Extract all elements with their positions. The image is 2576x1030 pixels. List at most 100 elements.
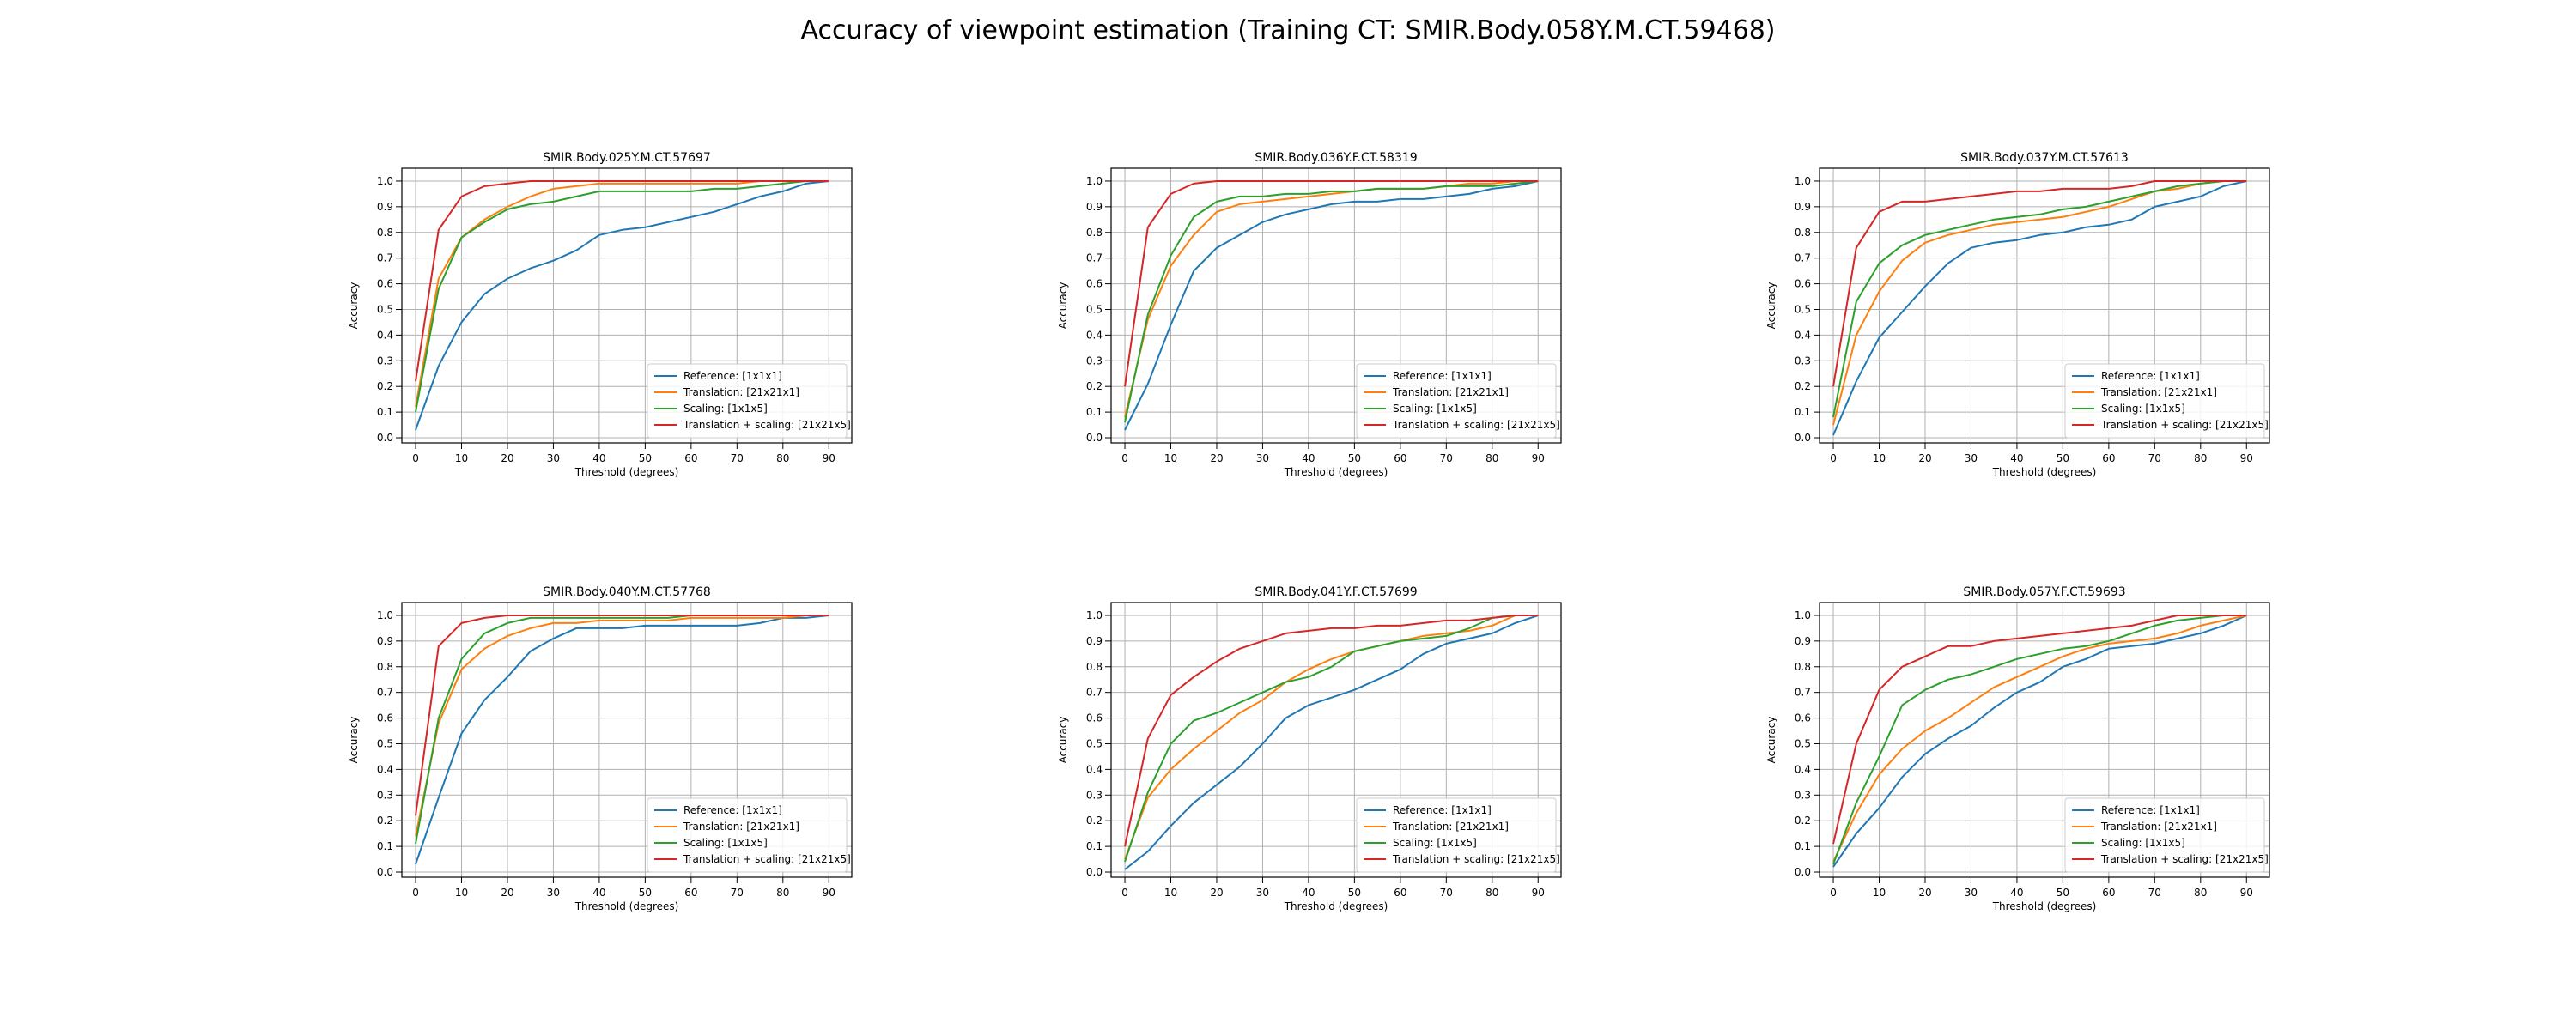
x-tick-label: 0 [1121,887,1128,899]
series-line-1 [1124,615,1539,870]
x-tick-label: 90 [1532,452,1545,464]
x-tick-label: 70 [1440,887,1453,899]
y-axis-label: Accuracy [1765,282,1777,330]
legend-box [1356,363,1557,439]
x-tick-label: 90 [823,887,835,899]
y-tick-label: 0.7 [1086,687,1103,699]
legend-entry: Translation: [21x21x1] [2100,386,2217,398]
legend-entry: Scaling: [1x1x5] [1393,403,1477,415]
x-tick-label: 40 [1302,887,1315,899]
subplot-4: 0 10 20 30 40 50 60 70 80 90 0.0 0.1 0.2 0.3 0.4 0.5 0.6… [348,585,853,912]
y-tick-label: 0.9 [377,201,393,213]
series-line-2 [1832,180,2247,426]
x-axis-label: Threshold (degrees) [1284,900,1388,912]
axes-frame [401,167,853,444]
y-tick-label: 0.2 [1086,380,1103,392]
x-tick-label: 10 [455,452,468,464]
y-tick-label: 0.7 [377,252,393,264]
legend-entry: Reference: [1x1x1] [2101,804,2200,816]
y-tick-label: 0.1 [377,840,393,852]
y-tick-label: 0.5 [1086,737,1103,749]
x-tick-label: 40 [592,887,605,899]
y-tick-label: 0.0 [377,432,393,444]
legend-entry: Translation + scaling: [21x21x5] [2100,419,2269,431]
x-tick-label: 50 [2057,887,2069,899]
y-tick-label: 0.2 [377,380,393,392]
series-line-2 [415,615,829,837]
y-tick-label: 0.4 [1795,763,1811,775]
series-line-4 [1124,615,1539,847]
y-tick-label: 0.8 [1086,227,1103,239]
y-tick-label: 0.7 [1795,252,1811,264]
y-axis-label: Accuracy [348,282,360,330]
y-tick-label: 0.4 [377,329,393,341]
x-tick-label: 0 [1121,452,1128,464]
series-line-3 [1124,180,1539,423]
legend-entry: Translation + scaling: [21x21x5] [683,419,851,431]
x-tick-label: 50 [639,887,652,899]
subplot-title: SMIR.Body.057Y.F.CT.59693 [1963,585,2125,599]
x-tick-label: 30 [1256,452,1269,464]
legend-box [2064,363,2265,439]
x-tick-label: 50 [1348,887,1361,899]
legend-entry: Reference: [1x1x1] [1393,804,1492,816]
x-tick-label: 0 [1830,452,1837,464]
series-line-1 [415,615,829,865]
x-tick-label: 40 [2010,887,2023,899]
x-axis-label: Threshold (degrees) [1992,466,2097,478]
subplot-5: 0 10 20 30 40 50 60 70 80 90 0.0 0.1 0.2 0.3 0.4 0.5 0.6… [1057,585,1562,912]
x-tick-label: 90 [2240,452,2253,464]
series-line-1 [1832,615,2247,868]
y-tick-label: 0.5 [1086,303,1103,315]
y-tick-label: 0.5 [1795,303,1811,315]
y-tick-label: 0.8 [377,227,393,239]
series-line-3 [1832,180,2247,418]
x-tick-label: 40 [2010,452,2023,464]
y-tick-label: 0.8 [1795,661,1811,673]
legend-entry: Translation: [21x21x1] [2100,821,2217,833]
y-tick-label: 0.6 [1795,712,1811,724]
x-tick-label: 10 [1164,452,1177,464]
legend: Reference: [1x1x1] Translation: [21x21x1]… [1356,797,1560,873]
legend-entry: Scaling: [1x1x5] [1393,837,1477,849]
x-tick-label: 80 [1485,452,1498,464]
x-tick-label: 0 [412,452,419,464]
x-axis-label: Threshold (degrees) [574,900,679,912]
legend-box [2064,797,2265,873]
y-tick-label: 0.9 [1086,201,1103,213]
y-tick-label: 0.7 [1086,252,1103,264]
y-tick-label: 0.2 [1795,380,1811,392]
x-tick-label: 20 [1918,452,1931,464]
x-axis-label: Threshold (degrees) [574,466,679,478]
legend-entry: Translation + scaling: [21x21x5] [1392,853,1560,865]
y-tick-label: 0.4 [377,763,393,775]
x-tick-label: 20 [501,452,513,464]
y-tick-label: 0.0 [1795,866,1811,878]
subplot-title: SMIR.Body.036Y.F.CT.58319 [1255,151,1417,165]
y-tick-label: 0.3 [1795,354,1811,367]
series-line-1 [1124,180,1539,431]
legend-entry: Translation + scaling: [21x21x5] [2100,853,2269,865]
y-tick-label: 0.2 [1086,815,1103,827]
x-tick-label: 10 [1873,887,1886,899]
y-tick-label: 0.9 [1795,201,1811,213]
x-tick-label: 20 [1918,887,1931,899]
x-axis-label: Threshold (degrees) [1284,466,1388,478]
y-tick-label: 0.6 [377,712,393,724]
axes-frame [1110,602,1562,878]
x-tick-label: 90 [823,452,835,464]
subplot-title: SMIR.Body.040Y.M.CT.57768 [543,585,711,599]
y-axis-label: Accuracy [1057,282,1069,330]
x-tick-label: 50 [2057,452,2069,464]
y-tick-label: 0.9 [1086,635,1103,647]
y-tick-label: 0.7 [377,687,393,699]
x-tick-label: 80 [2194,452,2207,464]
legend-entry: Scaling: [1x1x5] [2101,403,2185,415]
x-tick-label: 60 [684,887,697,899]
x-tick-label: 60 [2102,887,2115,899]
legend-entry: Scaling: [1x1x5] [2101,837,2185,849]
x-tick-label: 0 [412,887,419,899]
x-tick-label: 60 [684,452,697,464]
y-tick-label: 0.1 [377,406,393,418]
series-line-3 [1832,615,2247,865]
